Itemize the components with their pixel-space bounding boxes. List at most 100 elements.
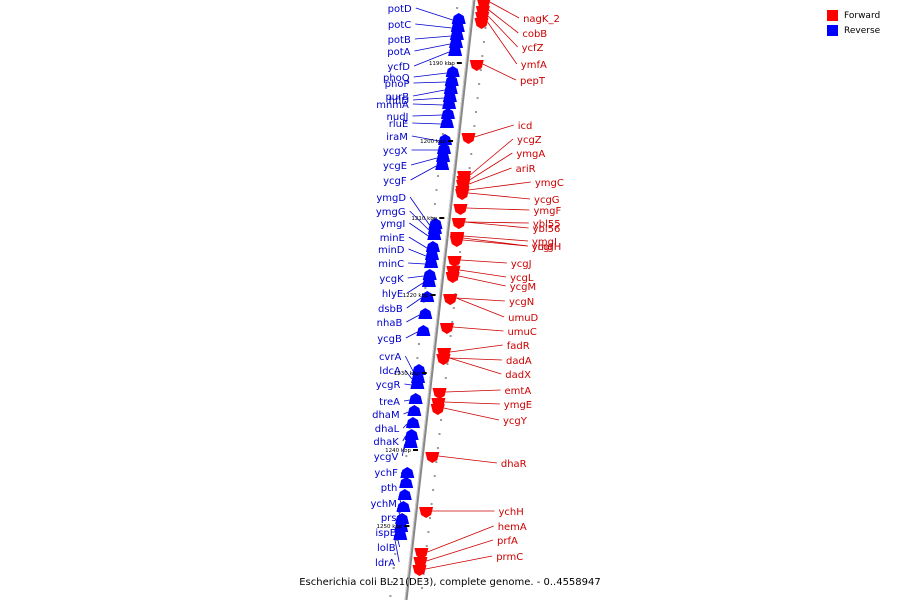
legend: Forward Reverse [827, 8, 892, 38]
gene-leader-line [444, 401, 500, 405]
gene-label-forward: ycgG [534, 195, 560, 206]
gene-leader-line [407, 275, 424, 279]
gene-leader-line [469, 152, 513, 181]
gene-leader-line [412, 97, 444, 101]
gene-label-reverse: potB [388, 35, 411, 46]
gene-label-forward: ymgH [532, 242, 562, 253]
gene-label-reverse: ychF [374, 468, 398, 479]
gene-arrow-reverse [394, 521, 409, 532]
gene-arrow-reverse [424, 257, 439, 268]
gene-arrow-forward [447, 256, 462, 267]
gene-leader-line [450, 344, 503, 353]
scale-label: 1250 kbp [376, 524, 402, 530]
gene-arrow-reverse [421, 276, 436, 287]
reverse-swatch [827, 25, 838, 36]
gene-label-reverse: hlyE [382, 289, 403, 300]
genome-axis-highlight [404, 0, 474, 600]
gene-leader-line [409, 210, 430, 231]
gene-leader-line [402, 435, 406, 442]
gene-leader-line [412, 122, 441, 125]
gene-arrow-forward [451, 218, 466, 229]
gene-leader-line [462, 239, 528, 247]
gene-label-reverse: ymgI [380, 219, 405, 230]
gene-label-reverse: ycgK [379, 274, 404, 285]
gene-label-reverse: dhaM [372, 410, 399, 421]
gene-label-reverse: ychM [371, 499, 397, 510]
gene-label-forward: ycgM [510, 282, 536, 293]
gene-leader-line [393, 535, 400, 563]
gene-leader-line [449, 357, 503, 361]
scale-label: 1240 kbp [385, 448, 411, 454]
scale-label: 1220 kbp [403, 293, 429, 299]
gene-label-reverse: mnmA [376, 100, 409, 111]
gene-label-reverse: rluE [389, 119, 409, 130]
gene-label-reverse: potC [388, 20, 411, 31]
gene-leader-line [409, 222, 429, 237]
gene-arrow-reverse [435, 159, 450, 170]
gene-arrow-reverse [420, 291, 435, 302]
gene-arrow-reverse [393, 529, 408, 540]
gene-leader-line [415, 23, 452, 29]
gene-leader-line [413, 72, 447, 78]
gene-label-reverse: iraM [386, 132, 408, 143]
gene-arrow-reverse [443, 83, 458, 94]
gene-arrow-forward [443, 294, 458, 305]
scale-label: 1200 kbp [420, 139, 446, 145]
gene-leader-line [427, 525, 494, 553]
gene-label-forward: ycgI [532, 242, 553, 253]
gene-arrow-reverse [410, 378, 425, 389]
gene-leader-line [489, 1, 520, 19]
gene-leader-line [414, 43, 451, 52]
gene-label-forward: ymgI [532, 237, 557, 248]
gene-leader-line [406, 282, 424, 294]
gene-label-reverse: dsbB [378, 304, 403, 315]
gene-label-forward: ychH [498, 507, 523, 518]
gene-label-reverse: ymgD [376, 193, 406, 204]
gene-label-reverse: ispE [375, 528, 396, 539]
gene-label-forward: ycgL [510, 273, 534, 284]
gene-label-forward: ycfZ [522, 43, 544, 54]
gene-label-forward: cobB [522, 29, 547, 40]
gene-label-reverse: potA [387, 47, 410, 58]
gene-label-reverse: ldcA [379, 366, 401, 377]
gene-leader-line [425, 555, 493, 570]
gene-leader-line [406, 297, 422, 309]
gene-leader-line [468, 192, 531, 200]
gene-leader-line [466, 207, 530, 211]
gene-leader-line [443, 407, 500, 421]
scale-label: 1190 kbp [429, 61, 455, 67]
scale-labels: 1190 kbp 1200 kbp 1210 kbp 1220 kbp 1230 kbp… [376, 61, 462, 530]
gene-arrow-reverse [404, 429, 419, 440]
gene-arrow-forward [414, 548, 429, 559]
gene-arrow-reverse [397, 489, 412, 500]
gene-arrow-forward [412, 565, 427, 576]
gene-leader-line [413, 51, 450, 67]
legend-label-forward: Forward [844, 10, 881, 21]
gene-label-forward: pepT [520, 76, 546, 87]
gene-label-reverse: treA [379, 397, 400, 408]
gene-label-forward: icd [518, 121, 533, 132]
gene-label-reverse: ycgV [374, 452, 399, 463]
gene-arrow-reverse [403, 437, 418, 448]
gene-leader-line [464, 221, 529, 224]
gene-arrow-reverse [442, 98, 457, 109]
gene-label-reverse: ycgB [377, 334, 402, 345]
gene-arrow-forward [425, 452, 440, 463]
forward-swatch [827, 10, 838, 21]
gene-label-forward: ymgC [535, 178, 564, 189]
gene-leader-line [474, 124, 514, 138]
gene-label-reverse: purB [385, 92, 409, 103]
gene-leader-line [404, 355, 414, 372]
gene-label-reverse: lolB [377, 543, 396, 554]
gene-label-reverse: ldrA [375, 558, 395, 569]
gene-leader-line [409, 196, 430, 226]
gene-arrow-forward [474, 18, 489, 29]
gene-label-reverse: cvrA [379, 352, 402, 363]
gene-arrow-forward [419, 507, 434, 518]
gene-leader-line [445, 389, 501, 393]
gene-arrow-forward [453, 204, 468, 215]
gene-arrow-reverse [436, 151, 451, 162]
gene-label-forward: dadX [505, 370, 531, 381]
gene-arrow-forward [432, 388, 447, 399]
gene-label-forward: dhaR [501, 459, 527, 470]
